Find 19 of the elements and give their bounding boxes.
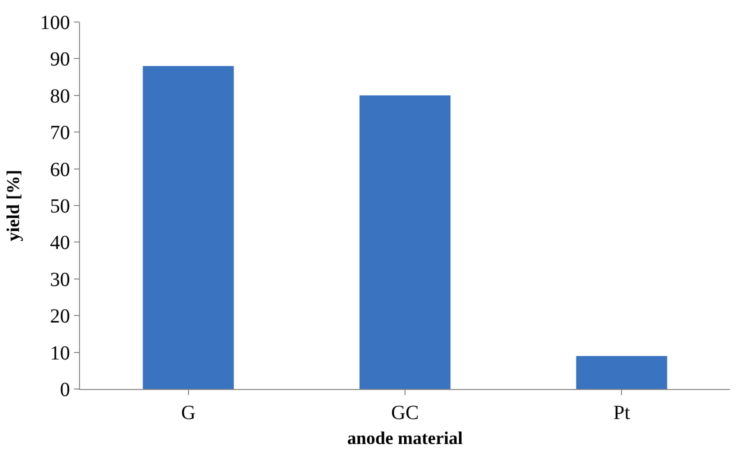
y-tick-label: 10	[50, 342, 70, 364]
bar	[576, 356, 668, 389]
y-tick-label: 80	[50, 85, 70, 108]
x-tick-label: GC	[391, 402, 419, 424]
y-tick-label: 40	[50, 232, 70, 254]
y-tick-label: 90	[50, 48, 70, 71]
y-tick-label: 60	[50, 158, 70, 181]
bar	[360, 95, 450, 389]
x-tick-label: Pt	[613, 402, 630, 424]
x-tick-label: G	[181, 402, 196, 424]
y-tick-label: 70	[50, 122, 70, 144]
x-axis-title: anode material	[347, 428, 463, 448]
y-tick-label: 20	[50, 306, 70, 328]
y-tick-label: 30	[50, 268, 70, 291]
bar	[142, 66, 234, 389]
y-tick-label: 50	[50, 196, 70, 218]
y-tick-label: 0	[60, 379, 70, 401]
y-axis-title: yield [%]	[3, 170, 24, 242]
y-tick-label: 100	[40, 12, 70, 34]
